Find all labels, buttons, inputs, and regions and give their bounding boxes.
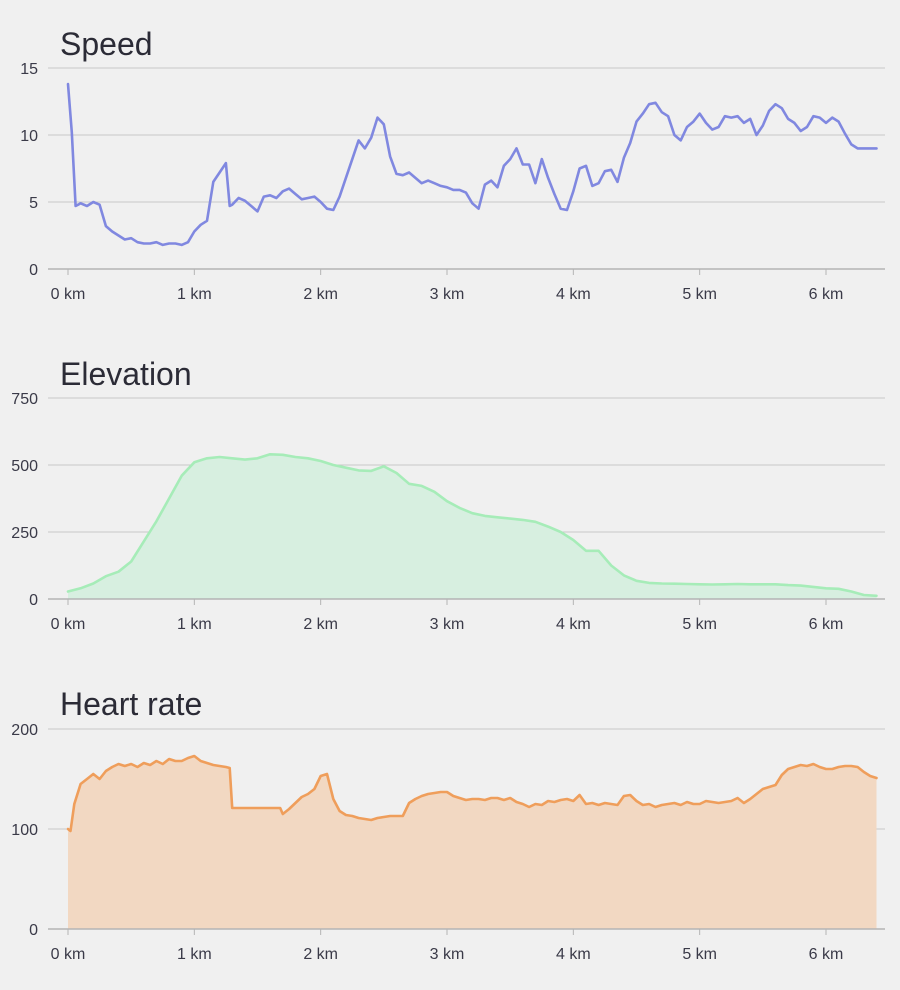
elevation-x-tick-label: 0 km <box>51 616 86 633</box>
heart-rate-x-tick-label: 5 km <box>682 946 717 963</box>
speed-x-tick-label: 0 km <box>51 286 86 303</box>
heart-rate-y-tick-label: 200 <box>11 722 38 739</box>
elevation-line <box>66 453 878 598</box>
elevation-x-tick-label: 1 km <box>177 616 212 633</box>
speed-y-tick-label: 10 <box>20 128 38 145</box>
speed-y-tick-label: 15 <box>20 61 38 78</box>
elevation-y-tick-label: 750 <box>11 391 38 408</box>
heart-rate-x-tick-label: 2 km <box>303 946 338 963</box>
heart-rate-x-tick-label: 0 km <box>51 946 86 963</box>
speed-y-tick-label: 0 <box>29 262 38 279</box>
speed-x-tick-label: 2 km <box>303 286 338 303</box>
elevation-area <box>68 454 877 599</box>
elevation-chart: Elevation 0 250 500 750 0 km 1 km 2 km 3 km 4 km 5… <box>11 356 885 633</box>
heart-rate-x-tick-label: 4 km <box>556 946 591 963</box>
heart-rate-x-tick-label: 1 km <box>177 946 212 963</box>
speed-x-tick-label: 6 km <box>809 286 844 303</box>
speed-line <box>66 82 878 247</box>
speed-chart: Speed 0 5 10 15 0 km 1 km 2 km 3 km 4 km 5 km 6 km <box>20 26 885 303</box>
elevation-x-tick-label: 2 km <box>303 616 338 633</box>
elevation-title: Elevation <box>60 356 192 392</box>
heart-rate-x-tick-label: 3 km <box>430 946 465 963</box>
speed-x-tick-label: 3 km <box>430 286 465 303</box>
heart-rate-y-tick-label: 100 <box>11 822 38 839</box>
elevation-y-tick-label: 250 <box>11 525 38 542</box>
heart-rate-title: Heart rate <box>60 686 202 722</box>
speed-x-tick-label: 4 km <box>556 286 591 303</box>
speed-title: Speed <box>60 26 153 62</box>
heart-rate-chart: Heart rate 0 100 200 0 km 1 km 2 km 3 km 4 km 5 k… <box>11 686 885 963</box>
elevation-x-tick-label: 3 km <box>430 616 465 633</box>
elevation-y-tick-label: 0 <box>29 592 38 609</box>
elevation-x-tick-label: 4 km <box>556 616 591 633</box>
speed-x-tick-label: 1 km <box>177 286 212 303</box>
elevation-y-tick-label: 500 <box>11 458 38 475</box>
speed-x-tick-label: 5 km <box>682 286 717 303</box>
elevation-x-tick-label: 5 km <box>682 616 717 633</box>
heart-rate-x-tick-label: 6 km <box>809 946 844 963</box>
heart-rate-line <box>66 754 878 833</box>
elevation-x-tick-label: 6 km <box>809 616 844 633</box>
speed-y-tick-label: 5 <box>29 195 38 212</box>
heart-rate-area <box>68 756 877 929</box>
heart-rate-y-tick-label: 0 <box>29 922 38 939</box>
